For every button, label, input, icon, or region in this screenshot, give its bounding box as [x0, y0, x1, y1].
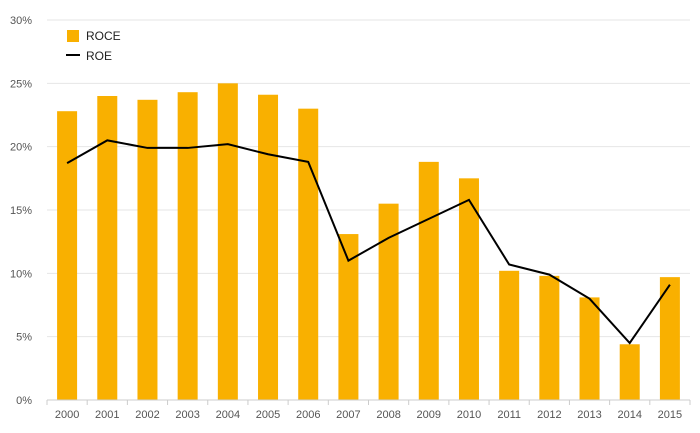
x-tick-label: 2003 [175, 409, 199, 421]
y-tick-label: 10% [10, 268, 32, 280]
x-tick-label: 2004 [216, 409, 240, 421]
roce-bar [378, 203, 399, 400]
roce-bar [258, 94, 279, 400]
roce-bars [57, 83, 680, 401]
x-tick-label: 2000 [55, 409, 79, 421]
x-tick-label: 2012 [537, 409, 561, 421]
x-tick-label: 2002 [135, 409, 159, 421]
y-tick-label: 20% [10, 142, 32, 154]
roce-bar [177, 92, 198, 400]
legend-roe-label: ROE [86, 49, 112, 63]
roce-bar [57, 111, 78, 400]
roe-line [66, 139, 671, 345]
legend: ROCE ROE [66, 29, 121, 63]
roe-line-series [66, 139, 671, 345]
x-tick-label: 2008 [376, 409, 400, 421]
y-axis-ticks: 0% 5% 10% 15% 20% 25% 30% [10, 15, 32, 407]
y-tick-label: 5% [16, 332, 32, 344]
roce-bar [499, 270, 520, 400]
x-tick-label: 2010 [457, 409, 481, 421]
y-tick-label: 25% [10, 78, 32, 90]
x-tick-label: 2014 [617, 409, 641, 421]
roce-bar [418, 161, 439, 400]
x-tick-label: 2015 [658, 409, 682, 421]
x-tick-label: 2001 [95, 409, 119, 421]
x-tick-label: 2006 [296, 409, 320, 421]
roce-bar [338, 234, 359, 400]
legend-roce-label: ROCE [86, 29, 121, 43]
roce-bar [97, 96, 118, 400]
roce-bar [579, 297, 600, 400]
y-tick-label: 30% [10, 15, 32, 27]
roce-bar [137, 99, 158, 401]
x-axis: 2000 2001 2002 2003 2004 2005 2006 2007 2008 2009… [46, 399, 691, 421]
x-tick-label: 2011 [497, 409, 521, 421]
legend-roce-swatch [67, 30, 79, 42]
roce-bar [619, 344, 640, 400]
x-tick-label: 2007 [336, 409, 360, 421]
roce-bar [217, 83, 238, 400]
roce-bar [539, 275, 560, 400]
x-tick-label: 2009 [417, 409, 441, 421]
x-tick-label: 2013 [577, 409, 601, 421]
roce-bar [659, 277, 680, 400]
roce-bar [458, 178, 479, 400]
y-tick-label: 15% [10, 205, 32, 217]
x-tick-label: 2005 [256, 409, 280, 421]
roce-bar [298, 108, 319, 401]
y-tick-label: 0% [16, 395, 32, 407]
